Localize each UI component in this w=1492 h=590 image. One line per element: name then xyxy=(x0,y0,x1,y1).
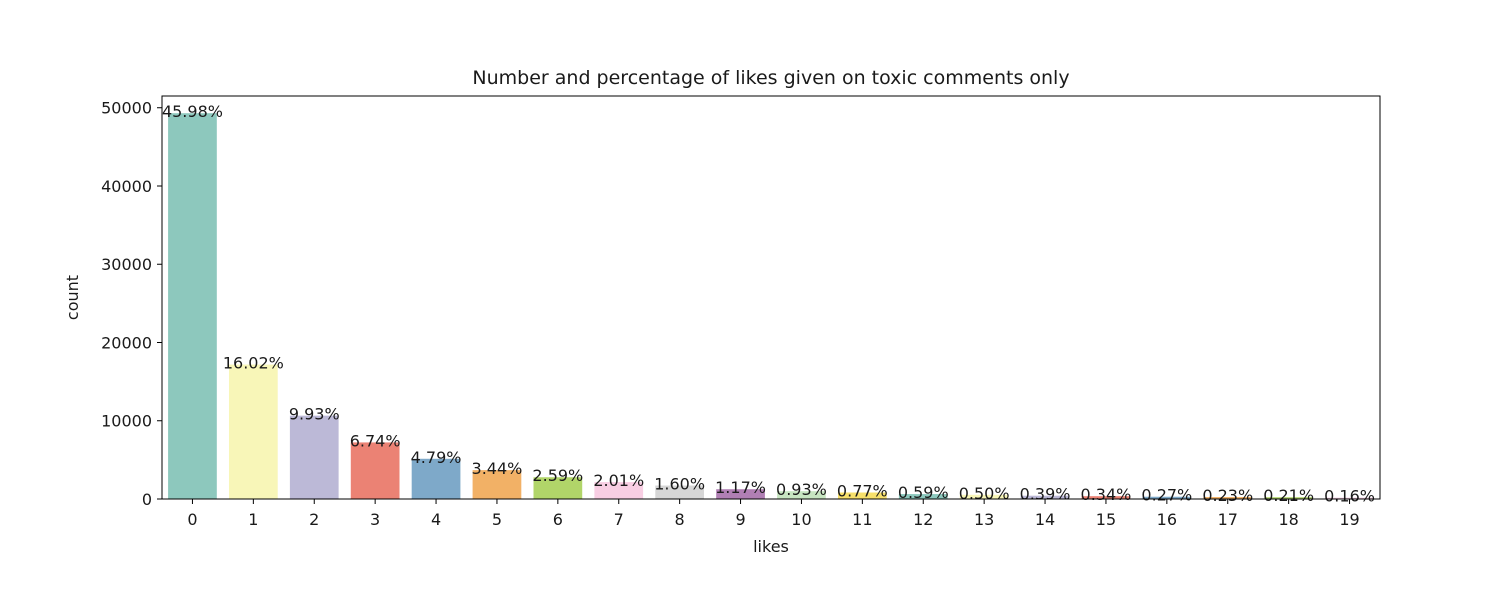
x-tick-label: 11 xyxy=(852,510,872,529)
bar-6 xyxy=(533,477,583,499)
bar-data-label: 9.93% xyxy=(289,405,340,424)
bar-7 xyxy=(594,482,644,499)
bar-data-label: 0.59% xyxy=(898,483,949,502)
bar-data-label: 0.23% xyxy=(1202,486,1253,505)
bar-4 xyxy=(411,458,461,499)
bar-18 xyxy=(1264,497,1314,499)
bar-9 xyxy=(716,489,765,499)
bar-11 xyxy=(837,492,887,499)
bar-data-label: 2.59% xyxy=(532,466,583,485)
x-tick-label: 2 xyxy=(309,510,319,529)
x-tick-label: 17 xyxy=(1218,510,1238,529)
x-axis-label: likes xyxy=(753,537,789,556)
x-tick-label: 6 xyxy=(553,510,563,529)
y-tick-label: 40000 xyxy=(101,177,152,196)
x-tick-label: 1 xyxy=(248,510,258,529)
x-tick-label: 10 xyxy=(791,510,811,529)
bar-0 xyxy=(168,113,217,500)
bar-5 xyxy=(472,470,522,499)
bar-16 xyxy=(1142,496,1192,499)
x-tick-label: 3 xyxy=(370,510,380,529)
bar-data-label: 16.02% xyxy=(223,354,284,373)
bar-data-label: 2.01% xyxy=(593,471,644,490)
bar-data-label: 1.17% xyxy=(715,478,766,497)
bar-data-label: 6.74% xyxy=(350,431,401,450)
bar-13 xyxy=(959,494,1009,499)
bar-data-label: 0.21% xyxy=(1263,486,1314,505)
chart-title: Number and percentage of likes given on … xyxy=(472,67,1069,89)
y-axis-label: count xyxy=(63,275,82,320)
bar-12 xyxy=(898,494,948,499)
bar-1 xyxy=(228,364,278,499)
x-tick-label: 7 xyxy=(614,510,624,529)
bar-data-label: 45.98% xyxy=(162,102,223,121)
bar-data-label: 1.60% xyxy=(654,475,705,494)
bar-17 xyxy=(1203,497,1253,499)
x-tick-label: 14 xyxy=(1035,510,1055,529)
x-tick-label: 9 xyxy=(735,510,745,529)
bars-layer xyxy=(168,113,1374,500)
bar-data-label: 0.27% xyxy=(1141,486,1192,505)
x-tick-label: 19 xyxy=(1339,510,1359,529)
bar-data-label: 3.44% xyxy=(472,459,523,478)
bar-8 xyxy=(655,485,705,499)
x-tick-label: 13 xyxy=(974,510,994,529)
bar-data-label: 0.93% xyxy=(776,480,827,499)
y-tick-label: 30000 xyxy=(101,255,152,274)
y-tick-label: 20000 xyxy=(101,333,152,352)
y-tick-label: 10000 xyxy=(101,412,152,431)
bar-14 xyxy=(1020,495,1070,499)
bar-data-label: 0.16% xyxy=(1324,487,1375,506)
x-tick-label: 12 xyxy=(913,510,933,529)
bar-data-label: 0.77% xyxy=(837,482,888,501)
plot-frame xyxy=(161,95,1381,500)
x-tick-label: 15 xyxy=(1096,510,1116,529)
x-tick-label: 0 xyxy=(187,510,197,529)
data-labels-layer: 45.98% 16.02% 9.93% 6.74% 4.79% 3.44% 2.59% 2.0… xyxy=(162,102,1375,505)
y-tick-label: 50000 xyxy=(101,99,152,118)
x-tick-label: 4 xyxy=(431,510,441,529)
bar-3 xyxy=(350,442,400,499)
bar-10 xyxy=(777,491,826,499)
bar-data-label: 0.50% xyxy=(959,484,1010,503)
x-tick-label: 5 xyxy=(492,510,502,529)
y-tick-label: 0 xyxy=(142,490,152,509)
bar-15 xyxy=(1081,496,1131,499)
bar-19 xyxy=(1325,497,1374,499)
bar-2 xyxy=(289,415,339,499)
x-tick-label: 8 xyxy=(675,510,685,529)
x-tick-label: 16 xyxy=(1157,510,1177,529)
x-tick-label: 18 xyxy=(1278,510,1298,529)
bar-data-label: 4.79% xyxy=(411,448,462,467)
